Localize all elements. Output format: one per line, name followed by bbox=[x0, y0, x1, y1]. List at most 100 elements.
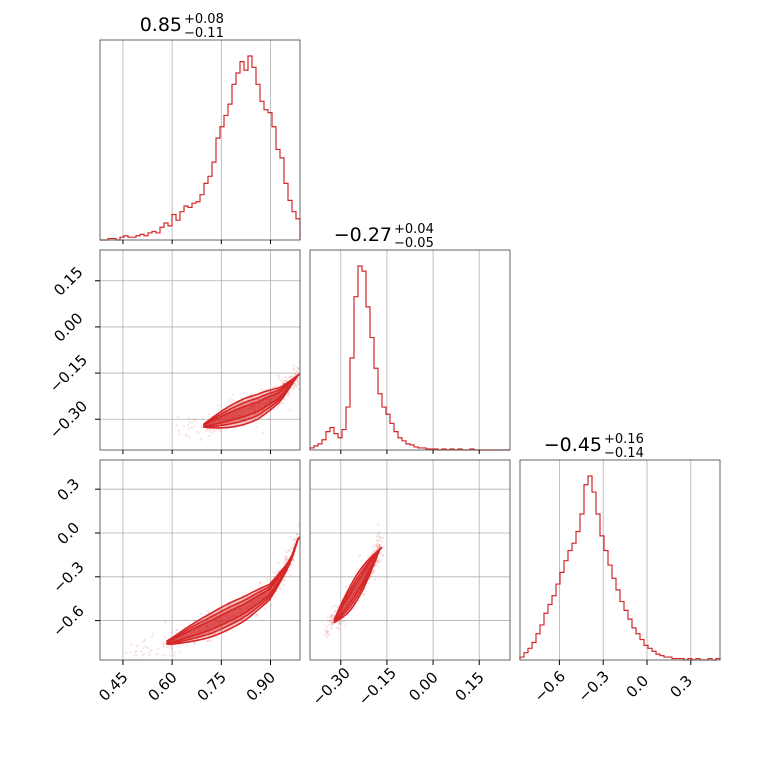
scatter-point bbox=[284, 559, 287, 563]
scatter-point bbox=[356, 567, 360, 570]
scatter-point bbox=[187, 417, 191, 420]
scatter-point bbox=[325, 635, 329, 639]
scatter-point bbox=[205, 640, 209, 643]
x-tick-label: 0.15 bbox=[452, 668, 488, 704]
y-tick-label: 0.0 bbox=[54, 519, 84, 549]
scatter-point bbox=[255, 398, 258, 402]
panel-title-plus: +0.16 bbox=[604, 432, 644, 447]
x-tick-label: −0.3 bbox=[574, 667, 612, 705]
scatter-point bbox=[288, 408, 291, 412]
y-tick-label: −0.15 bbox=[46, 351, 91, 396]
scatter-point bbox=[255, 425, 258, 429]
scatter-point bbox=[148, 651, 151, 654]
scatter-point bbox=[210, 640, 213, 643]
scatter-point bbox=[304, 365, 306, 367]
scatter-point bbox=[329, 615, 332, 618]
scatter-point bbox=[283, 397, 287, 401]
scatter-point bbox=[267, 417, 271, 420]
scatter-point bbox=[289, 374, 293, 378]
scatter-point bbox=[170, 644, 174, 647]
scatter-point bbox=[155, 652, 159, 656]
scatter-point bbox=[326, 616, 329, 619]
scatter-point bbox=[285, 558, 289, 561]
scatter-point bbox=[178, 432, 181, 436]
scatter-point bbox=[170, 647, 174, 651]
scatter-point bbox=[330, 622, 333, 626]
scatter-point bbox=[273, 408, 276, 411]
scatter-point bbox=[297, 524, 300, 527]
panel-title-minus: −0.14 bbox=[604, 446, 644, 461]
scatter-point bbox=[378, 539, 381, 543]
scatter-point bbox=[192, 619, 196, 622]
scatter-point bbox=[300, 533, 302, 535]
scatter-point bbox=[294, 539, 298, 542]
panel-title-plus: +0.08 bbox=[184, 12, 224, 27]
scatter-point bbox=[330, 621, 334, 624]
scatter-point bbox=[374, 578, 377, 581]
scatter-point bbox=[303, 374, 305, 376]
scatter-point bbox=[173, 651, 176, 654]
scatter-point bbox=[273, 597, 276, 600]
scatter-point bbox=[296, 378, 300, 381]
scatter-point bbox=[207, 639, 210, 643]
scatter-point bbox=[140, 649, 143, 653]
scatter-point bbox=[344, 585, 348, 589]
scatter-point bbox=[379, 544, 382, 548]
scatter-point bbox=[330, 619, 334, 622]
scatter-point bbox=[162, 643, 166, 646]
hist-panel-0: 0.85 +0.08−0.11 bbox=[99, 12, 301, 241]
scatter-point bbox=[285, 555, 289, 559]
contour-level-2 bbox=[333, 546, 383, 624]
scatter-point bbox=[298, 377, 300, 380]
scatter-point bbox=[178, 645, 181, 648]
scatter-point bbox=[278, 587, 282, 590]
histogram-step-line bbox=[100, 55, 301, 241]
scatter-point bbox=[293, 373, 297, 376]
scatter-point bbox=[193, 641, 196, 644]
scatter-point bbox=[297, 382, 300, 386]
scatter-point bbox=[208, 639, 211, 642]
y-tick-label: 0.15 bbox=[50, 263, 86, 299]
scatter-point bbox=[241, 594, 244, 597]
scatter-point bbox=[133, 654, 136, 657]
scatter-point bbox=[186, 643, 189, 646]
scatter-point bbox=[297, 387, 300, 391]
scatter-point bbox=[207, 611, 210, 614]
scatter-point bbox=[141, 640, 144, 644]
panel-title-median: 0.85 bbox=[140, 14, 182, 36]
scatter-point bbox=[295, 379, 298, 382]
scatter-point bbox=[212, 429, 215, 432]
scatter-point bbox=[377, 523, 380, 526]
scatter-point bbox=[380, 540, 384, 543]
scatter-point bbox=[379, 558, 383, 562]
x-tick-label: 0.3 bbox=[666, 672, 696, 702]
scatter-point bbox=[377, 544, 381, 547]
scatter-point bbox=[218, 428, 221, 431]
panel-title-median: −0.27 bbox=[334, 224, 392, 246]
scatter-point bbox=[372, 570, 375, 574]
scatter-point bbox=[284, 557, 288, 560]
scatter-point bbox=[330, 627, 333, 630]
scatter-point bbox=[378, 543, 381, 547]
scatter-point bbox=[241, 591, 245, 594]
scatter-point bbox=[293, 387, 296, 391]
scatter-point bbox=[371, 572, 374, 576]
scatter-point bbox=[294, 384, 297, 388]
scatter-point bbox=[200, 425, 203, 429]
scatter-point bbox=[231, 620, 234, 623]
scatter-point bbox=[295, 532, 299, 536]
scatter-point bbox=[325, 625, 328, 629]
scatter-point bbox=[206, 428, 209, 431]
scatter-point bbox=[295, 385, 298, 388]
scatter-point bbox=[209, 451, 211, 453]
scatter-point bbox=[142, 669, 144, 671]
scatter-point bbox=[173, 654, 176, 657]
joint-panel-1-2 bbox=[309, 459, 511, 661]
scatter-point bbox=[331, 621, 334, 624]
scatter-point bbox=[199, 438, 203, 441]
scatter-point bbox=[302, 364, 304, 366]
scatter-point bbox=[175, 628, 179, 631]
scatter-point bbox=[331, 613, 334, 616]
scatter-point bbox=[240, 396, 244, 399]
scatter-point bbox=[255, 613, 258, 616]
